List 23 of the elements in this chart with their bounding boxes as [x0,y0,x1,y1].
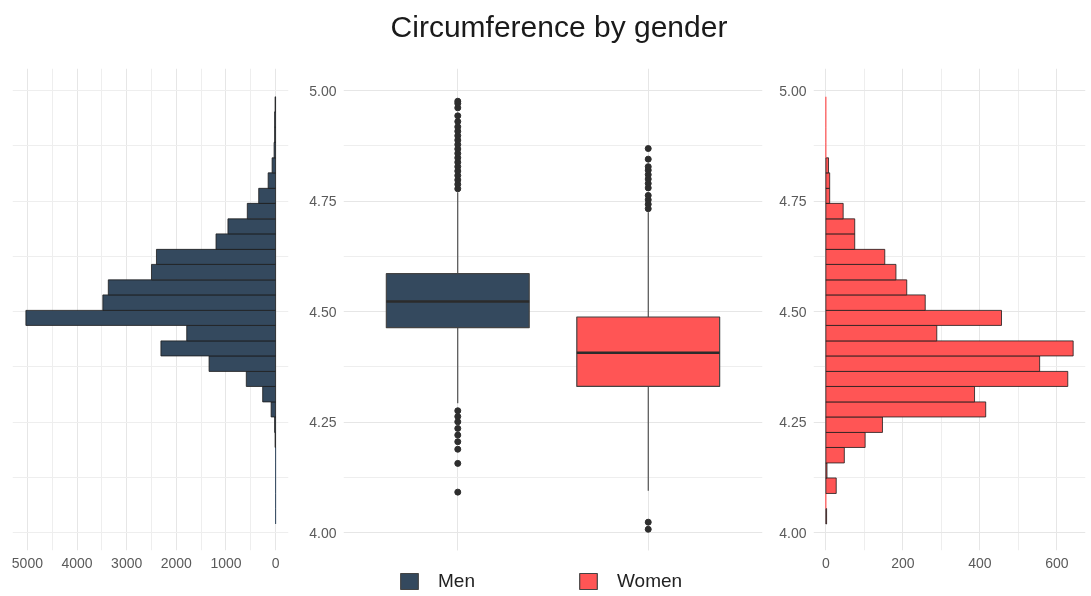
y-tick-label: 4.75 [309,193,337,210]
x-tick-label: 4000 [61,554,93,571]
y-tick-label: 4.50 [779,303,807,320]
x-tick-label: 1000 [210,554,242,571]
x-tick-label: 5000 [11,554,44,571]
y-tick-label: 4.25 [779,414,807,431]
y-tick-label: 4.25 [309,414,337,431]
legend-label: Men [438,570,475,592]
x-tick-label: 0 [271,554,280,571]
x-tick-label: 600 [1045,554,1069,571]
y-tick-label: 5.00 [779,82,807,99]
y-tick-label: 4.00 [779,524,807,541]
x-tick-label: 3000 [111,554,143,571]
chart-title: Circumference by gender [390,9,728,45]
legend-label: Women [616,570,683,592]
x-tick-label: 400 [968,554,992,571]
y-tick-label: 4.50 [309,303,337,320]
x-tick-label: 2000 [160,554,193,571]
y-tick-label: 5.00 [309,82,337,99]
x-tick-label: 200 [891,554,915,571]
x-tick-label: 0 [821,554,830,571]
y-tick-label: 4.75 [779,193,807,210]
y-tick-label: 4.00 [309,524,337,541]
